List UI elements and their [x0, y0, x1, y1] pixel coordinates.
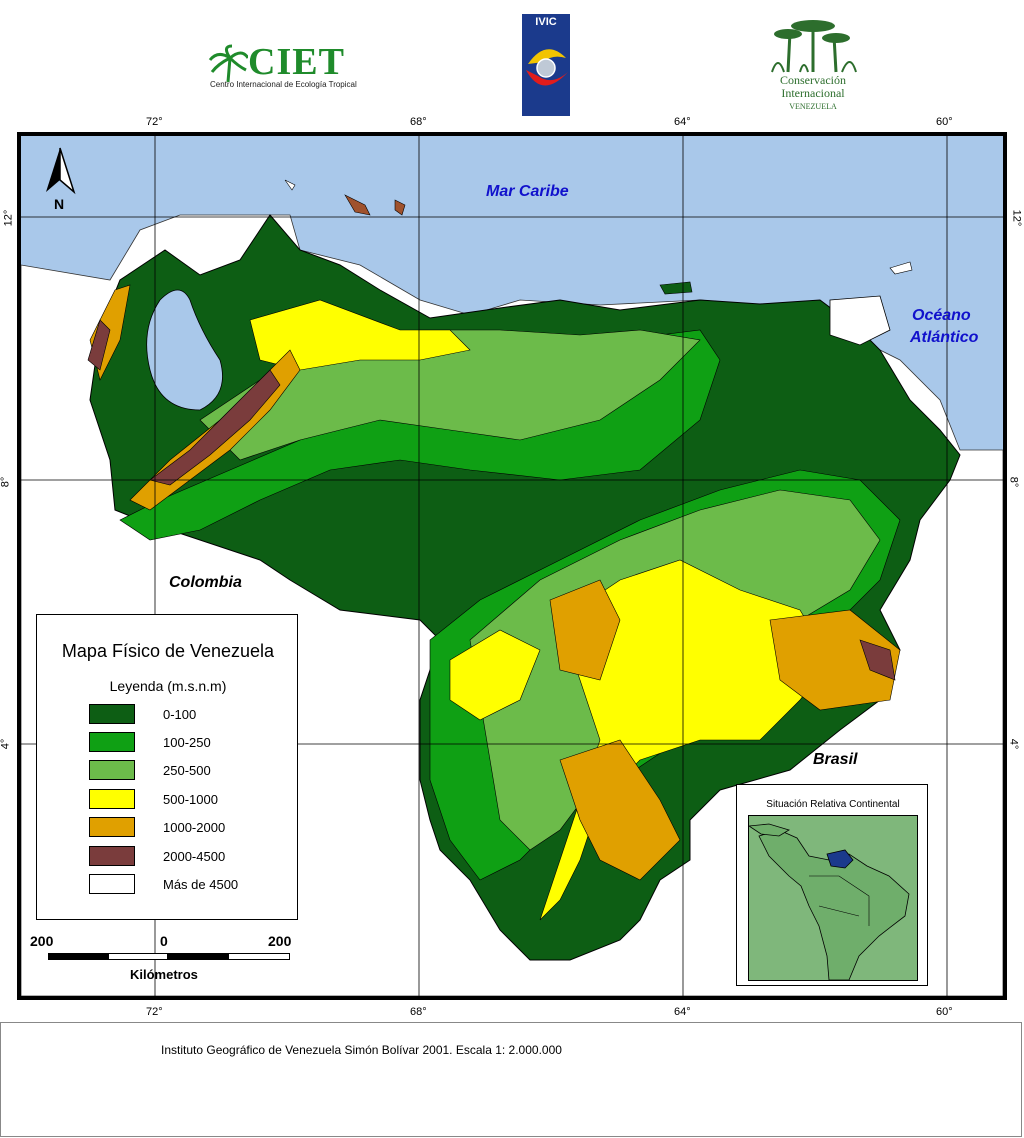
legend-label: Más de 4500 — [163, 877, 239, 892]
legend-subtitle: Leyenda (m.s.n.m) — [109, 678, 227, 694]
legend-item: 500-1000 — [89, 789, 289, 811]
legend-label: 250-500 — [163, 763, 211, 778]
lake-maracaibo — [146, 289, 223, 411]
ci-logo-text: Conservación Internacional VENEZUELA — [758, 74, 868, 113]
atlantic-ocean-label-line2: Atlántico — [910, 329, 979, 346]
scale-right-value: 200 — [268, 933, 292, 949]
longitude-label-top: 72° — [146, 116, 163, 128]
island — [284, 179, 296, 191]
scale-left-value: 200 — [30, 933, 54, 949]
tepui-mid-1 — [549, 579, 621, 681]
latitude-label-right: 8° — [1007, 476, 1020, 488]
island — [889, 261, 913, 275]
latitude-label-left: 12° — [2, 209, 15, 227]
legend-label: 2000-4500 — [163, 849, 226, 864]
scale-segment — [168, 953, 228, 960]
latitude-label-left: 4° — [0, 738, 12, 750]
legend-swatch — [89, 732, 135, 752]
latitude-label-left: 8° — [0, 476, 12, 488]
footer-credit: Instituto Geográfico de Venezuela Simón … — [161, 1043, 562, 1057]
north-label: N — [54, 196, 65, 212]
island — [394, 199, 406, 216]
ivic-logo: IVIC — [522, 14, 570, 116]
inset-map-title: Situación Relativa Continental — [766, 799, 900, 810]
legend-item: 2000-4500 — [89, 846, 289, 868]
perija-high — [87, 319, 111, 371]
ciet-logo-text: CIET — [248, 41, 345, 83]
inset-map — [748, 815, 918, 981]
andes-high — [149, 369, 281, 486]
longitude-label-bottom: 60° — [936, 1006, 953, 1018]
latitude-label-right: 12° — [1010, 209, 1023, 227]
longitude-label-bottom: 64° — [674, 1006, 691, 1018]
map-legend: Mapa Físico de Venezuela Leyenda (m.s.n.… — [36, 614, 298, 920]
legend-label: 100-250 — [163, 735, 211, 750]
inset-map-panel: Situación Relativa Continental — [736, 784, 928, 986]
scale-mid-value: 0 — [160, 933, 168, 949]
scale-bar: 200 0 200 Kilómetros — [30, 933, 300, 983]
scale-segment — [108, 953, 168, 960]
legend-title: Mapa Físico de Venezuela — [61, 641, 275, 661]
ciet-logo: CIET Centro Internacional de Ecología Tr… — [208, 42, 383, 92]
legend-swatch — [89, 704, 135, 724]
legend-swatch — [89, 846, 135, 866]
scale-segment — [48, 953, 108, 960]
scale-segment — [228, 953, 290, 960]
guayana-plateau-west — [449, 629, 541, 721]
island — [659, 281, 693, 295]
legend-item: 1000-2000 — [89, 817, 289, 839]
palm-tree-icon — [208, 44, 248, 83]
ivic-emblem-icon — [526, 49, 568, 86]
tepui-mid-3 — [559, 739, 681, 881]
latitude-label-right: 4° — [1007, 738, 1020, 750]
north-arrow-icon — [46, 147, 76, 195]
footer-panel: Instituto Geográfico de Venezuela Simón … — [0, 1022, 1022, 1137]
north-arrow: N — [42, 146, 78, 218]
legend-label: 1000-2000 — [163, 820, 226, 835]
header-logos: CIET Centro Internacional de Ecología Tr… — [0, 0, 1024, 128]
legend-label: 0-100 — [163, 707, 197, 722]
legend-swatch — [89, 789, 135, 809]
colombia-label: Colombia — [169, 574, 242, 591]
longitude-label-bottom: 68° — [410, 1006, 427, 1018]
island — [344, 194, 371, 216]
atlantic-ocean-label-line1: Océano — [912, 307, 971, 324]
legend-swatch — [89, 760, 135, 780]
longitude-label-top: 64° — [674, 116, 691, 128]
conservacion-internacional-logo: Conservación Internacional VENEZUELA — [758, 18, 868, 118]
legend-swatch — [89, 874, 135, 894]
ciet-logo-subtitle: Centro Internacional de Ecología Tropica… — [210, 80, 357, 89]
caribbean-sea-label: Mar Caribe — [486, 183, 569, 200]
legend-item: 250-500 — [89, 760, 289, 782]
legend-item: 0-100 — [89, 704, 289, 726]
legend-item: Más de 4500 — [89, 874, 289, 896]
tepui-high — [859, 639, 896, 681]
scale-unit-label: Kilómetros — [130, 967, 198, 982]
tepui-mid-2 — [769, 609, 901, 711]
longitude-label-top: 68° — [410, 116, 427, 128]
rainforest-icon — [771, 20, 857, 73]
ivic-logo-text: IVIC — [535, 16, 557, 28]
brasil-label: Brasil — [813, 751, 858, 768]
ci-logo-line1: Conservación — [780, 73, 846, 87]
south-america-inset-icon — [749, 816, 917, 980]
legend-swatch — [89, 817, 135, 837]
ci-logo-line3: VENEZUELA — [789, 102, 837, 111]
longitude-label-top: 60° — [936, 116, 953, 128]
legend-label: 500-1000 — [163, 792, 218, 807]
longitude-label-bottom: 72° — [146, 1006, 163, 1018]
trinidad-island — [829, 295, 891, 346]
legend-item: 100-250 — [89, 732, 289, 754]
ci-logo-line2: Internacional — [781, 86, 845, 100]
